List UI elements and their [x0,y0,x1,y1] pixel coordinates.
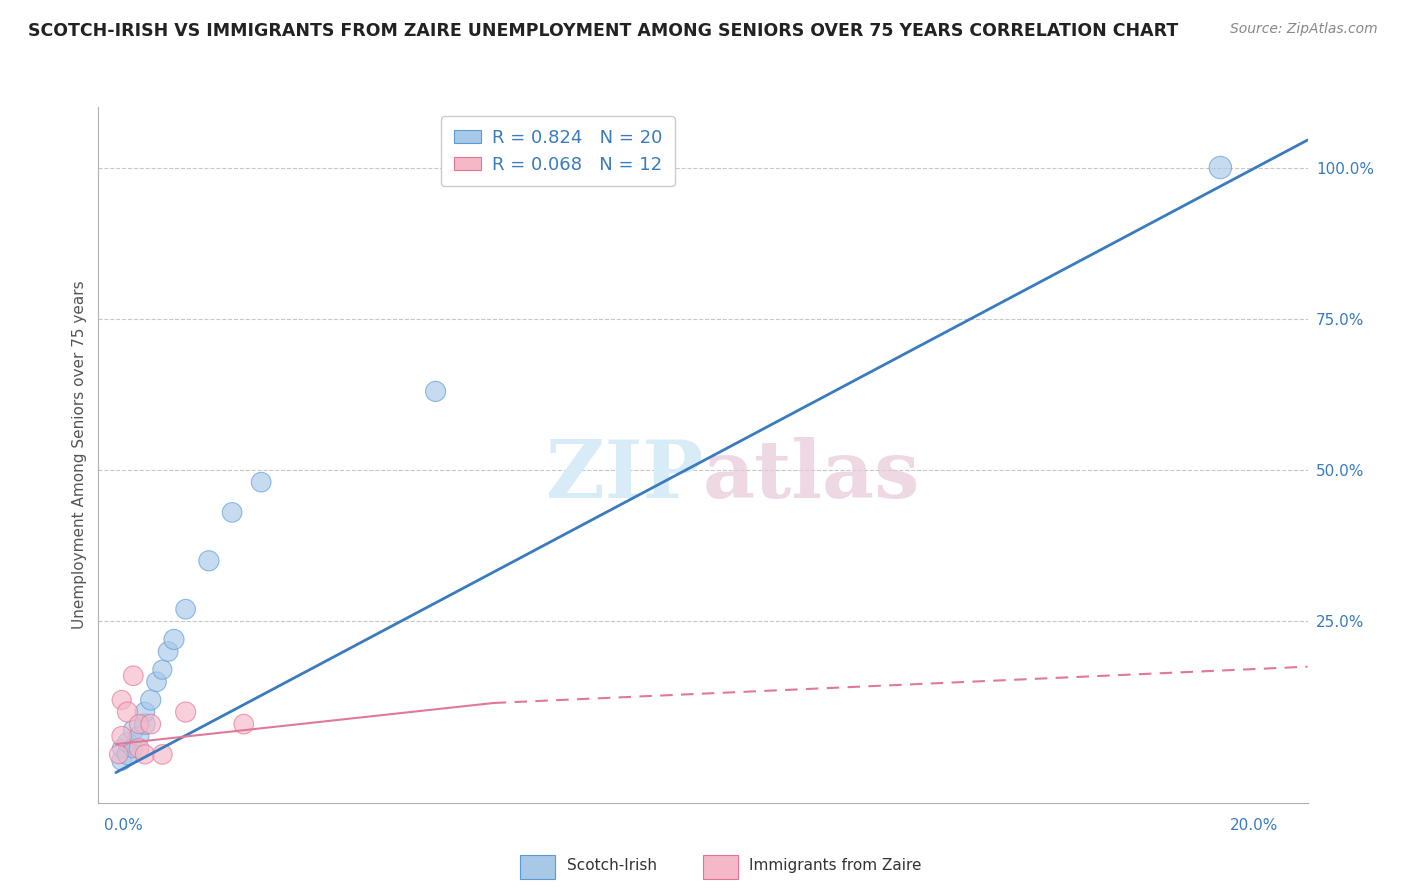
Text: Scotch-Irish: Scotch-Irish [567,858,657,872]
Point [139,693,162,707]
Text: Source: ZipAtlas.com: Source: ZipAtlas.com [1230,22,1378,37]
Point [122,723,145,738]
Point [174,602,197,616]
Point [139,717,162,731]
FancyBboxPatch shape [520,855,555,879]
Y-axis label: Unemployment Among Seniors over 75 years: Unemployment Among Seniors over 75 years [72,281,87,629]
Text: 0.0%: 0.0% [104,818,143,833]
FancyBboxPatch shape [703,855,738,879]
Point [111,754,134,768]
Point [134,717,156,731]
Point [150,663,173,677]
Point [221,505,243,519]
Point [157,644,180,658]
Text: ZIP: ZIP [546,437,703,515]
Point [250,475,273,490]
Point [134,705,156,719]
Point [1209,161,1232,175]
Point [117,705,139,719]
Point [117,735,139,749]
Point [134,747,156,762]
Text: SCOTCH-IRISH VS IMMIGRANTS FROM ZAIRE UNEMPLOYMENT AMONG SENIORS OVER 75 YEARS C: SCOTCH-IRISH VS IMMIGRANTS FROM ZAIRE UN… [28,22,1178,40]
Point [122,669,145,683]
Point [111,741,134,756]
Text: 20.0%: 20.0% [1230,818,1278,833]
Point [111,693,134,707]
Point [150,747,173,762]
Legend: R = 0.824   N = 20, R = 0.068   N = 12: R = 0.824 N = 20, R = 0.068 N = 12 [441,116,675,186]
Point [174,705,197,719]
Point [122,741,145,756]
Point [425,384,447,399]
Point [107,747,129,762]
Point [128,717,150,731]
Point [163,632,186,647]
Text: atlas: atlas [703,437,921,515]
Point [117,747,139,762]
Point [145,674,167,689]
Point [128,741,150,756]
Point [232,717,254,731]
Point [111,729,134,743]
Point [128,729,150,743]
Text: Immigrants from Zaire: Immigrants from Zaire [749,858,922,872]
Point [198,554,221,568]
